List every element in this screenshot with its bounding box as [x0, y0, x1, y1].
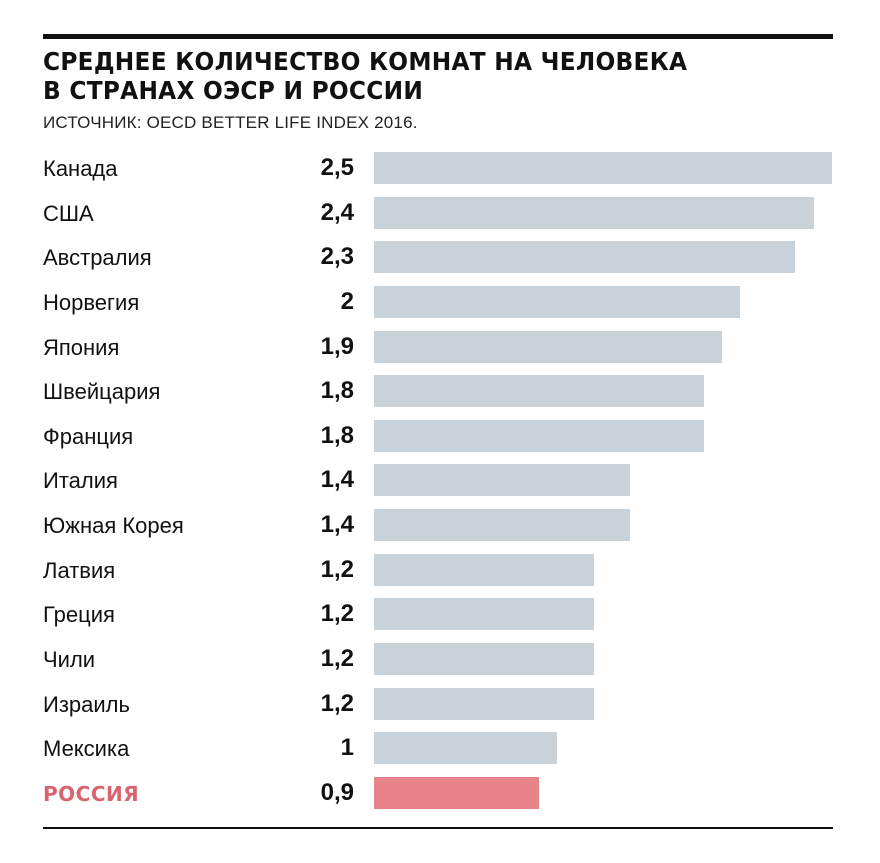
bar [374, 419, 704, 452]
category-label: Франция [43, 423, 134, 449]
bar-highlight [374, 776, 539, 809]
value-label: 1,2 [320, 600, 354, 628]
category-label: Австралия [43, 245, 152, 271]
value-label: 0,9 [320, 778, 354, 806]
bottom-rule [43, 827, 833, 829]
bar [374, 509, 631, 542]
bar [374, 330, 723, 363]
bar [374, 553, 594, 586]
title-line-1: СРЕДНЕЕ КОЛИЧЕСТВО КОМНАТ НА ЧЕЛОВЕКА [43, 47, 688, 76]
bar [374, 732, 558, 765]
category-label: США [43, 200, 94, 226]
value-label: 1,2 [320, 689, 354, 717]
category-label: Швейцария [43, 379, 161, 405]
bar [374, 375, 704, 408]
bar [374, 152, 832, 184]
value-label: 1,9 [320, 332, 354, 360]
category-label: Канада [43, 156, 118, 181]
bar [374, 687, 594, 720]
chart-title: СРЕДНЕЕ КОЛИЧЕСТВО КОМНАТ НА ЧЕЛОВЕКА В … [43, 47, 687, 105]
category-label: Израиль [43, 691, 130, 717]
category-label: РОССИЯ [43, 781, 140, 806]
value-label: 2,5 [320, 154, 354, 181]
category-label: Норвегия [43, 289, 140, 315]
category-label: Чили [43, 647, 96, 673]
value-label: 1,8 [320, 421, 354, 449]
category-label: Италия [43, 468, 118, 494]
value-label: 2 [340, 287, 354, 315]
bar [374, 241, 796, 274]
category-label: Латвия [43, 557, 116, 583]
value-label: 1,4 [320, 511, 354, 539]
category-label: Япония [43, 334, 120, 360]
bar [374, 285, 741, 318]
chart-source: ИСТОЧНИК: OECD BETTER LIFE INDEX 2016. [43, 113, 418, 132]
bar [374, 643, 594, 676]
value-label: 1,8 [320, 377, 354, 405]
value-label: 1 [340, 734, 354, 762]
top-rule [43, 34, 833, 39]
bar [374, 464, 631, 497]
bar [374, 196, 814, 229]
category-label: Мексика [43, 736, 130, 762]
bar [374, 598, 594, 631]
category-label: Греция [43, 602, 115, 628]
value-label: 2,4 [320, 198, 354, 226]
value-label: 1,2 [320, 555, 354, 583]
title-line-2: В СТРАНАХ ОЭСР И РОССИИ [43, 76, 424, 105]
value-label: 1,2 [320, 645, 354, 673]
category-label: Южная Корея [43, 513, 184, 539]
value-label: 2,3 [320, 243, 354, 271]
value-label: 1,4 [320, 466, 354, 494]
